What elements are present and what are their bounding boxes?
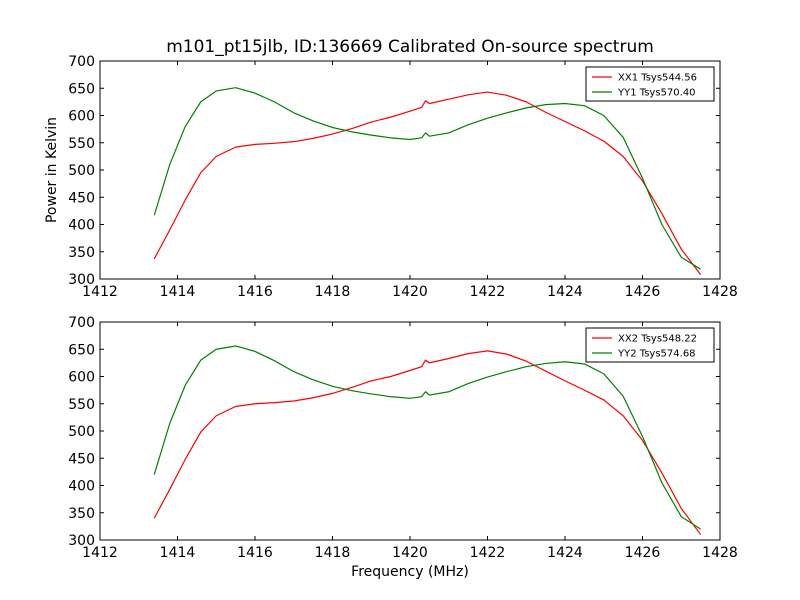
y-tick-label: 500 xyxy=(68,163,95,179)
legend-box xyxy=(585,66,715,102)
legend-entry: YY2 Tsys574.68 xyxy=(617,349,696,360)
y-tick-label: 550 xyxy=(68,136,95,152)
y-tick-label: 550 xyxy=(68,397,95,413)
y-tick-label: 350 xyxy=(68,245,95,261)
x-tick-label: 1416 xyxy=(237,284,273,300)
x-tick-label: 1428 xyxy=(702,545,738,561)
x-tick-label: 1416 xyxy=(237,545,273,561)
y-tick-label: 700 xyxy=(68,315,95,331)
y-tick-label: 350 xyxy=(68,506,95,522)
x-tick-label: 1422 xyxy=(470,545,506,561)
legend-entry: YY1 Tsys570.40 xyxy=(617,88,696,99)
top-panel: 1412 1414 1416 1418 1420 1422 1424 1426 1428 300 3… xyxy=(68,54,738,300)
x-tick-label: 1414 xyxy=(160,284,196,300)
x-tick-label: 1418 xyxy=(315,284,351,300)
legend: XX1 Tsys544.56 YY1 Tsys570.40 xyxy=(585,66,715,102)
x-tick-label: 1424 xyxy=(547,284,583,300)
y-tick-label: 400 xyxy=(68,218,95,234)
series-line-yy-panel-0 xyxy=(153,87,701,270)
series-line-yy-panel-1 xyxy=(153,345,701,530)
y-tick-label: 300 xyxy=(68,272,95,288)
x-tick-label: 1424 xyxy=(547,545,583,561)
x-tick-label: 1426 xyxy=(625,284,661,300)
y-tick-label: 600 xyxy=(68,370,95,386)
x-tick-label: 1414 xyxy=(160,545,196,561)
x-tick-label: 1418 xyxy=(315,545,351,561)
y-tick-label: 600 xyxy=(68,109,95,125)
chart-title: m101_pt15jlb, ID:136669 Calibrated On-so… xyxy=(166,37,654,57)
x-tick-label: 1412 xyxy=(82,545,118,561)
series-line-xx-panel-0 xyxy=(153,91,702,276)
x-tick-label: 1420 xyxy=(392,284,428,300)
legend-entry: XX1 Tsys544.56 xyxy=(618,73,697,84)
legend-box xyxy=(585,327,715,363)
y-axis-label: Power in Kelvin xyxy=(44,117,60,223)
x-tick-label: 1412 xyxy=(82,284,118,300)
legend-entry: XX2 Tsys548.22 xyxy=(618,334,697,345)
x-tick-label: 1422 xyxy=(470,284,506,300)
bottom-panel: 1412 1414 1416 1418 1420 1422 1424 1426 1428 300 3… xyxy=(68,315,738,561)
x-tick-label: 1420 xyxy=(392,545,428,561)
y-tick-label: 650 xyxy=(68,342,95,358)
legend: XX2 Tsys548.22 YY2 Tsys574.68 xyxy=(585,327,715,363)
y-tick-label: 300 xyxy=(68,533,95,549)
y-tick-label: 650 xyxy=(68,81,95,97)
y-tick-label: 450 xyxy=(68,451,95,467)
y-tick-label: 400 xyxy=(68,479,95,495)
y-tick-label: 500 xyxy=(68,424,95,440)
x-axis-label: Frequency (MHz) xyxy=(351,564,469,580)
y-tick-label: 450 xyxy=(68,190,95,206)
series-line-xx-panel-1 xyxy=(153,350,702,535)
x-tick-label: 1428 xyxy=(702,284,738,300)
x-tick-label: 1426 xyxy=(625,545,661,561)
y-tick-label: 700 xyxy=(68,54,95,70)
